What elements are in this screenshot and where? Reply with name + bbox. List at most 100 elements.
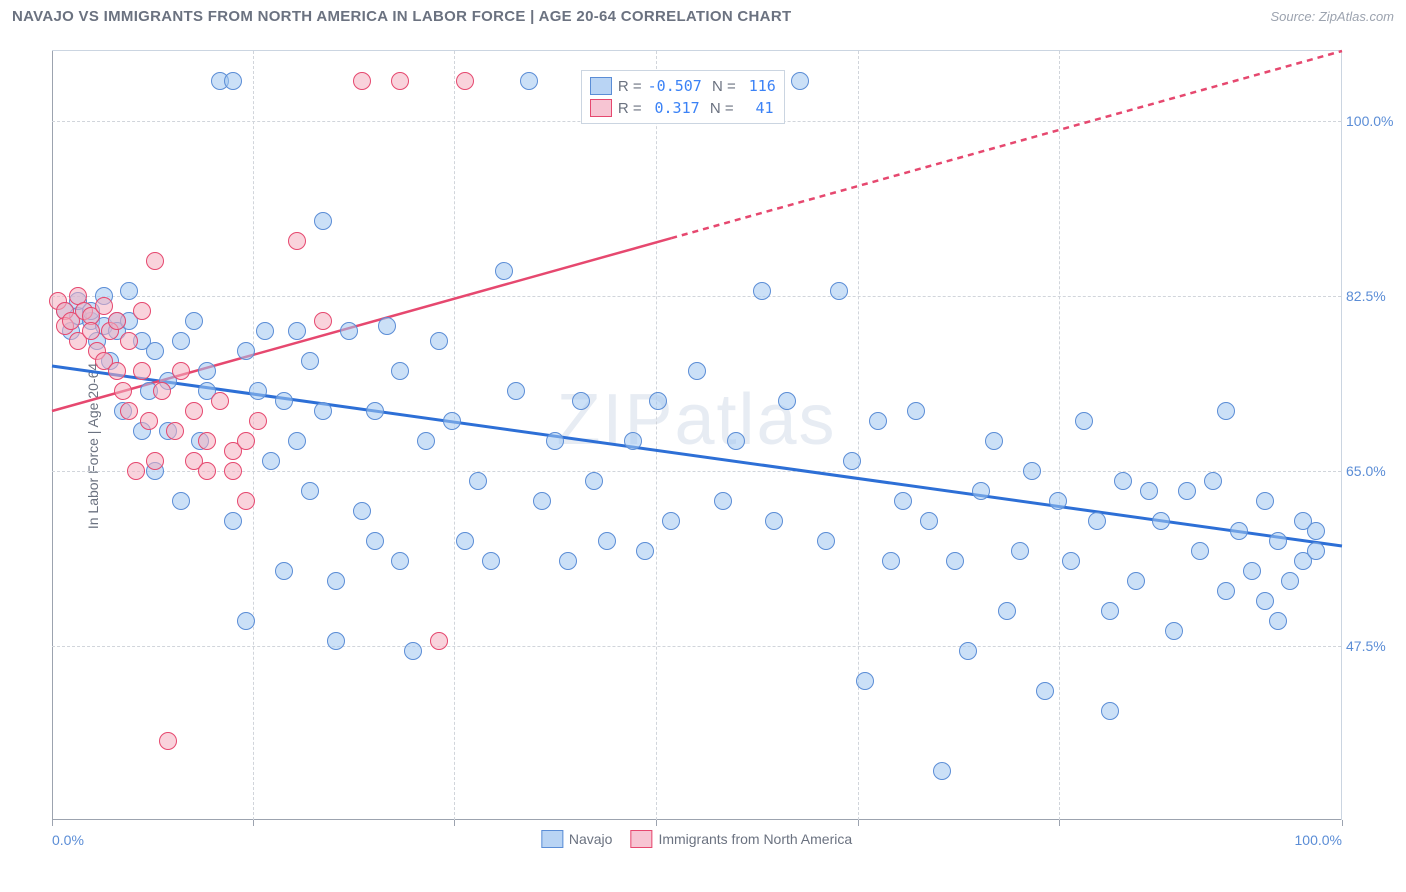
scatter-point-navajo: [1075, 412, 1093, 430]
scatter-point-immigrants: [159, 732, 177, 750]
scatter-point-immigrants: [430, 632, 448, 650]
scatter-point-navajo: [998, 602, 1016, 620]
scatter-point-immigrants: [185, 402, 203, 420]
scatter-point-navajo: [327, 572, 345, 590]
scatter-point-navajo: [972, 482, 990, 500]
scatter-point-navajo: [727, 432, 745, 450]
scatter-point-immigrants: [120, 402, 138, 420]
scatter-point-immigrants: [249, 412, 267, 430]
scatter-point-navajo: [172, 332, 190, 350]
scatter-point-immigrants: [153, 382, 171, 400]
scatter-point-navajo: [946, 552, 964, 570]
scatter-point-immigrants: [120, 332, 138, 350]
scatter-point-navajo: [1217, 582, 1235, 600]
scatter-point-navajo: [649, 392, 667, 410]
scatter-point-immigrants: [166, 422, 184, 440]
scatter-point-navajo: [778, 392, 796, 410]
scatter-point-navajo: [1088, 512, 1106, 530]
r-value: -0.507: [648, 77, 702, 95]
scatter-point-navajo: [1140, 482, 1158, 500]
scatter-point-navajo: [262, 452, 280, 470]
scatter-point-navajo: [843, 452, 861, 470]
scatter-point-immigrants: [353, 72, 371, 90]
y-tick-label: 82.5%: [1346, 288, 1401, 304]
scatter-point-navajo: [417, 432, 435, 450]
legend-row: R = 0.317 N = 41: [590, 97, 776, 119]
scatter-point-navajo: [469, 472, 487, 490]
scatter-point-navajo: [1256, 492, 1274, 510]
scatter-point-navajo: [1307, 522, 1325, 540]
scatter-point-navajo: [314, 212, 332, 230]
scatter-point-immigrants: [314, 312, 332, 330]
r-value: 0.317: [648, 99, 700, 117]
y-tick-label: 100.0%: [1346, 113, 1401, 129]
scatter-point-navajo: [985, 432, 1003, 450]
scatter-point-navajo: [869, 412, 887, 430]
scatter-point-navajo: [120, 282, 138, 300]
scatter-point-navajo: [1011, 542, 1029, 560]
scatter-point-navajo: [520, 72, 538, 90]
scatter-point-navajo: [340, 322, 358, 340]
correlation-legend: R = -0.507 N = 116 R = 0.317 N = 41: [581, 70, 785, 124]
scatter-point-immigrants: [211, 392, 229, 410]
legend-row: R = -0.507 N = 116: [590, 75, 776, 97]
series-legend: Navajo Immigrants from North America: [541, 830, 852, 848]
scatter-point-navajo: [1101, 602, 1119, 620]
scatter-point-navajo: [443, 412, 461, 430]
scatter-point-navajo: [1062, 552, 1080, 570]
scatter-point-navajo: [288, 432, 306, 450]
chart-title: NAVAJO VS IMMIGRANTS FROM NORTH AMERICA …: [12, 8, 791, 25]
scatter-point-navajo: [714, 492, 732, 510]
scatter-point-navajo: [327, 632, 345, 650]
scatter-point-immigrants: [95, 297, 113, 315]
scatter-point-navajo: [275, 562, 293, 580]
scatter-point-navajo: [495, 262, 513, 280]
n-label: N =: [708, 78, 736, 95]
scatter-point-navajo: [959, 642, 977, 660]
scatter-point-navajo: [378, 317, 396, 335]
scatter-point-navajo: [1023, 462, 1041, 480]
scatter-point-navajo: [224, 72, 242, 90]
scatter-point-navajo: [507, 382, 525, 400]
scatter-point-navajo: [391, 362, 409, 380]
scatter-point-navajo: [830, 282, 848, 300]
scatter-point-navajo: [249, 382, 267, 400]
scatter-point-immigrants: [133, 302, 151, 320]
scatter-point-immigrants: [127, 462, 145, 480]
scatter-point-navajo: [572, 392, 590, 410]
scatter-point-immigrants: [146, 252, 164, 270]
scatter-point-immigrants: [224, 462, 242, 480]
scatter-point-navajo: [366, 402, 384, 420]
scatter-point-navajo: [533, 492, 551, 510]
legend-swatch: [541, 830, 563, 848]
scatter-point-navajo: [237, 342, 255, 360]
scatter-point-navajo: [1191, 542, 1209, 560]
legend-label: Navajo: [569, 831, 613, 847]
scatter-point-navajo: [765, 512, 783, 530]
scatter-point-navajo: [1178, 482, 1196, 500]
scatter-point-navajo: [256, 322, 274, 340]
scatter-point-navajo: [791, 72, 809, 90]
scatter-point-navajo: [1230, 522, 1248, 540]
scatter-point-navajo: [404, 642, 422, 660]
legend-swatch: [590, 99, 612, 117]
scatter-point-navajo: [1165, 622, 1183, 640]
n-label: N =: [706, 100, 734, 117]
scatter-point-navajo: [1114, 472, 1132, 490]
scatter-point-navajo: [1152, 512, 1170, 530]
scatter-point-navajo: [1049, 492, 1067, 510]
legend-label: Immigrants from North America: [658, 831, 852, 847]
scatter-point-navajo: [1217, 402, 1235, 420]
scatter-point-navajo: [224, 512, 242, 530]
scatter-point-navajo: [391, 552, 409, 570]
scatter-point-navajo: [353, 502, 371, 520]
scatter-point-navajo: [817, 532, 835, 550]
n-value: 41: [740, 99, 774, 117]
scatter-point-immigrants: [140, 412, 158, 430]
scatter-point-navajo: [688, 362, 706, 380]
scatter-point-immigrants: [198, 462, 216, 480]
scatter-point-immigrants: [108, 362, 126, 380]
scatter-point-navajo: [1269, 532, 1287, 550]
scatter-point-navajo: [1204, 472, 1222, 490]
r-label: R =: [618, 78, 642, 95]
